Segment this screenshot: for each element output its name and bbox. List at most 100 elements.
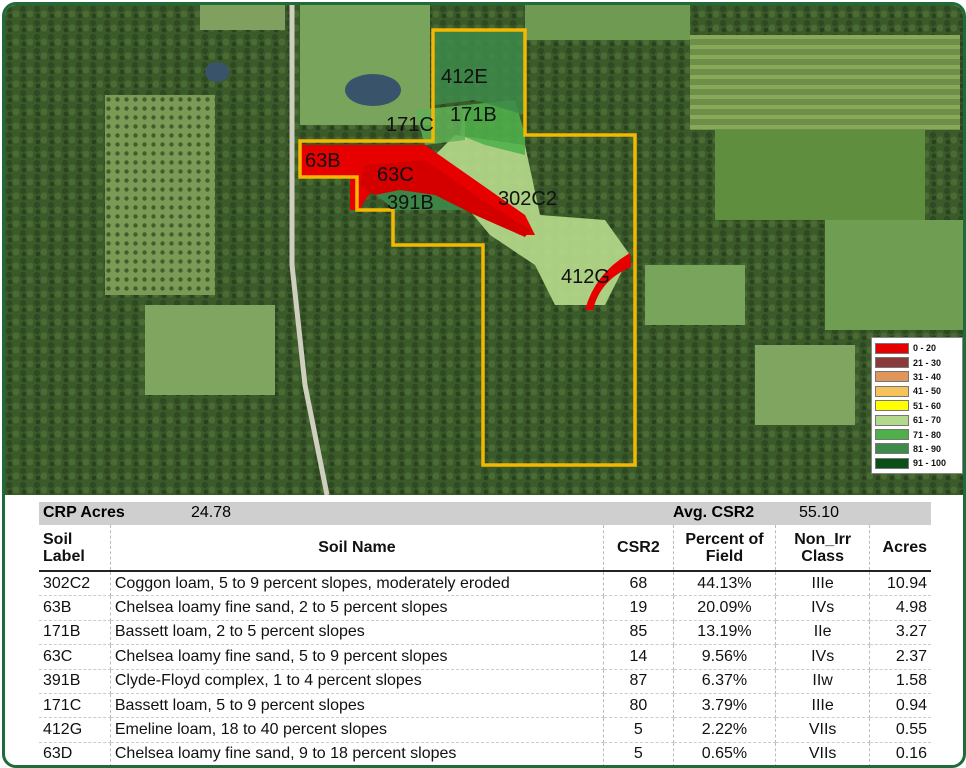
cell-csr2: 5 [603, 717, 674, 743]
soil-table: Soil Label Soil Name CSR2 Percent of Fie… [39, 525, 931, 765]
cell-percent: 13.19% [673, 620, 777, 646]
cell-acres: 0.16 [869, 742, 931, 765]
legend-item: 41 - 50 [875, 384, 959, 398]
legend-label: 0 - 20 [913, 343, 937, 354]
cell-soil-label: 412G [39, 717, 111, 743]
cell-class: VIIs [775, 717, 871, 743]
table-row: 63B Chelsea loamy fine sand, 2 to 5 perce… [39, 595, 931, 621]
cell-soil-label: 63B [39, 595, 111, 621]
cell-class: IIe [775, 620, 871, 646]
table-row: 412G Emeline loam, 18 to 40 percent slope… [39, 717, 931, 743]
cell-soil-name: Bassett loam, 5 to 9 percent slopes [110, 693, 604, 719]
cell-class: IVs [775, 644, 871, 670]
cell-soil-label: 391B [39, 669, 111, 694]
soil-unit-302C2 [435, 135, 630, 305]
legend-swatch [875, 342, 909, 354]
table-row: 63D Chelsea loamy fine sand, 9 to 18 perc… [39, 742, 931, 765]
cell-class: IVs [775, 595, 871, 621]
cell-percent: 20.09% [673, 595, 777, 621]
cell-csr2: 68 [603, 571, 674, 597]
field-boundary [298, 28, 637, 467]
cell-percent: 0.65% [673, 742, 777, 765]
cell-soil-label: 63D [39, 742, 111, 765]
cell-acres: 3.27 [869, 620, 931, 646]
map-label: 171B [450, 104, 497, 126]
legend-item: 0 - 20 [875, 341, 959, 355]
legend-label: 21 - 30 [913, 357, 942, 368]
cell-acres: 4.98 [869, 595, 931, 621]
legend-item: 21 - 30 [875, 355, 959, 369]
cell-soil-label: 171C [39, 693, 111, 719]
cell-csr2: 80 [603, 693, 674, 719]
legend-swatch [875, 357, 909, 369]
field [200, 5, 285, 30]
field [300, 5, 430, 125]
cell-percent: 2.22% [673, 717, 777, 743]
avg-csr2-label: Avg. CSR2 [673, 504, 755, 521]
legend-swatch [875, 414, 909, 426]
field [825, 220, 963, 330]
crop-field [690, 35, 960, 130]
map-label: 63C [377, 164, 414, 186]
table-row: 171C Bassett loam, 5 to 9 percent slopes 8… [39, 693, 931, 719]
soil-unit-63C [360, 160, 530, 237]
cell-soil-name: Chelsea loamy fine sand, 5 to 9 percent … [110, 644, 604, 670]
aerial-map: 412E 171C 171B 63B 63C 391B 302C2 412G 0… [5, 5, 963, 495]
road [289, 5, 330, 495]
table-row: 391B Clyde-Floyd complex, 1 to 4 percent … [39, 669, 931, 694]
table-row: 63C Chelsea loamy fine sand, 5 to 9 perce… [39, 644, 931, 670]
summary-bar: CRP Acres 24.78 Avg. CSR2 55.10 [39, 502, 931, 525]
cell-csr2: 19 [603, 595, 674, 621]
soil-unit-412G [585, 253, 631, 310]
field [525, 5, 690, 40]
legend-swatch [875, 385, 909, 397]
map-label: 171C [386, 114, 434, 136]
cell-soil-name: Emeline loam, 18 to 40 percent slopes [110, 717, 604, 743]
cell-acres: 0.55 [869, 717, 931, 743]
soil-unit-412E [435, 30, 525, 115]
legend-item: 31 - 40 [875, 370, 959, 384]
pond [205, 62, 229, 82]
map-label: 63B [305, 150, 341, 172]
cell-class: IIIe [775, 571, 871, 597]
legend-swatch [875, 429, 909, 441]
header-non-irr-class: Non_Irr Class [775, 525, 871, 571]
field [645, 265, 745, 325]
cell-acres: 1.58 [869, 669, 931, 694]
legend-label: 91 - 100 [913, 458, 947, 469]
legend-swatch [875, 443, 909, 455]
cell-class: IIIe [775, 693, 871, 719]
legend-swatch [875, 457, 909, 469]
table-header-row: Soil Label Soil Name CSR2 Percent of Fie… [39, 525, 931, 571]
legend-item: 91 - 100 [875, 456, 959, 470]
cell-acres: 2.37 [869, 644, 931, 670]
legend-label: 41 - 50 [913, 386, 942, 397]
cell-soil-name: Bassett loam, 2 to 5 percent slopes [110, 620, 604, 646]
crp-acres-value: 24.78 [191, 504, 232, 521]
cell-soil-name: Chelsea loamy fine sand, 2 to 5 percent … [110, 595, 604, 621]
header-soil-label: Soil Label [39, 525, 111, 571]
table-row: 302C2 Coggon loam, 5 to 9 percent slopes,… [39, 571, 931, 597]
map-label: 302C2 [498, 188, 557, 210]
legend-item: 51 - 60 [875, 399, 959, 413]
cell-soil-label: 63C [39, 644, 111, 670]
cell-percent: 44.13% [673, 571, 777, 597]
soil-unit-171C [415, 105, 465, 145]
legend-label: 31 - 40 [913, 371, 942, 382]
field [755, 345, 855, 425]
field [145, 305, 275, 395]
header-acres: Acres [882, 539, 927, 556]
legend-label: 71 - 80 [913, 429, 942, 440]
cell-acres: 10.94 [869, 571, 931, 597]
cell-soil-name: Coggon loam, 5 to 9 percent slopes, mode… [110, 571, 604, 597]
cell-acres: 0.94 [869, 693, 931, 719]
cell-soil-label: 171B [39, 620, 111, 646]
field [715, 130, 925, 220]
cell-csr2: 5 [603, 742, 674, 765]
pond [345, 74, 401, 106]
map-label: 412G [561, 266, 610, 288]
map-label: 412E [441, 66, 488, 88]
cell-percent: 6.37% [673, 669, 777, 694]
table-row: 171B Bassett loam, 2 to 5 percent slopes 8… [39, 620, 931, 646]
